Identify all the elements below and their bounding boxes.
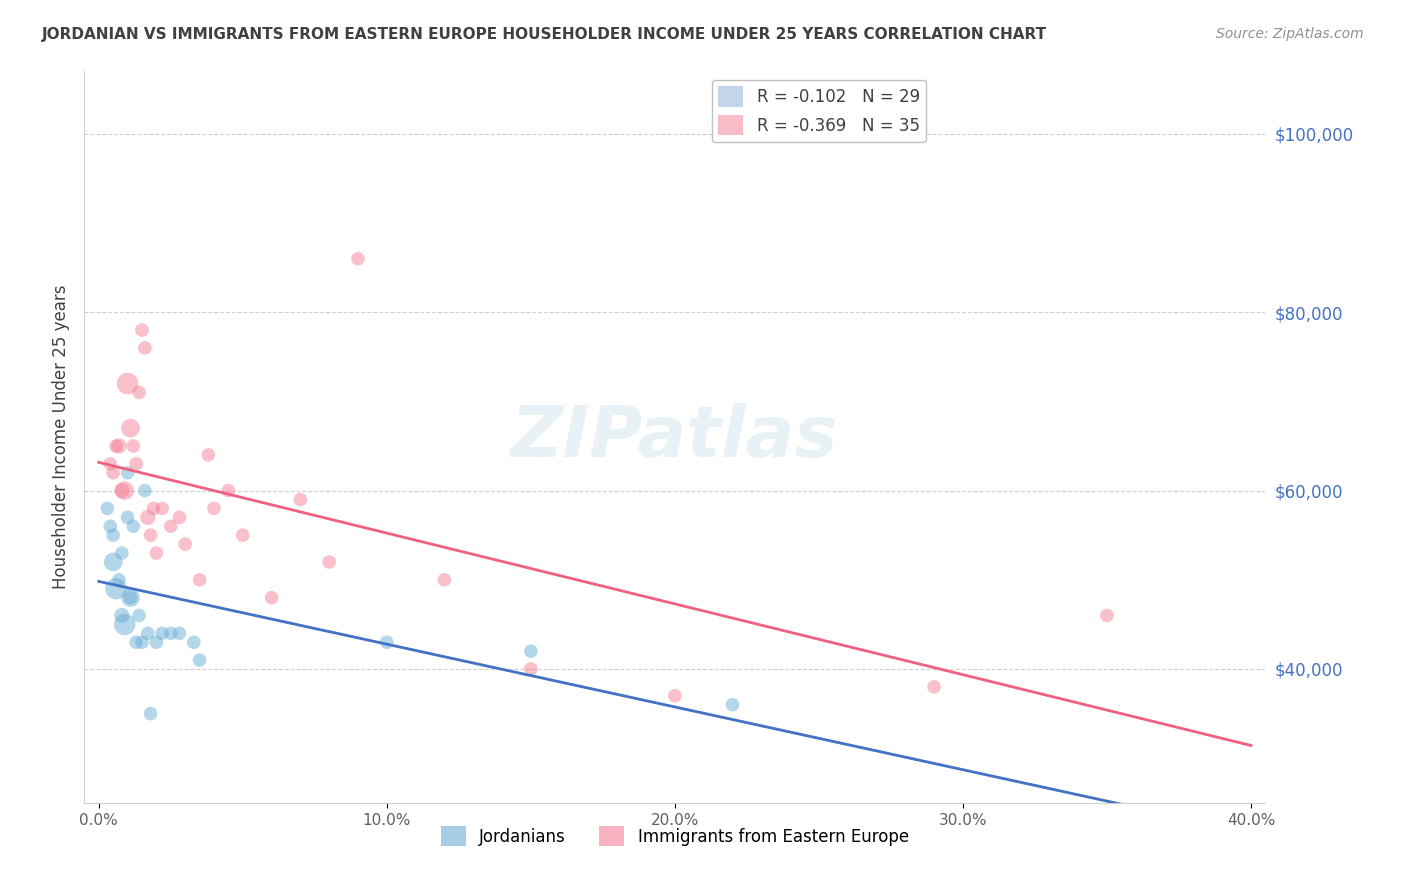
- Point: [125, 635, 148, 649]
- Point: [145, 546, 167, 560]
- Point: [101, 555, 124, 569]
- Point: [98, 519, 121, 533]
- Point: [111, 546, 134, 560]
- Point: [122, 439, 145, 453]
- Point: [111, 483, 134, 498]
- Point: [290, 492, 312, 507]
- Point: [128, 385, 150, 400]
- Point: [108, 573, 131, 587]
- Point: [128, 608, 150, 623]
- Point: [188, 653, 211, 667]
- Point: [217, 483, 239, 498]
- Text: ZIPatlas: ZIPatlas: [512, 402, 838, 472]
- Point: [136, 626, 159, 640]
- Point: [120, 421, 142, 435]
- Point: [131, 323, 153, 337]
- Point: [122, 519, 145, 533]
- Point: [142, 501, 165, 516]
- Point: [520, 662, 543, 676]
- Point: [375, 635, 398, 649]
- Legend: Jordanians, Immigrants from Eastern Europe: Jordanians, Immigrants from Eastern Euro…: [434, 820, 915, 853]
- Point: [117, 510, 139, 524]
- Point: [105, 582, 128, 596]
- Point: [169, 626, 191, 640]
- Point: [114, 483, 136, 498]
- Point: [134, 483, 156, 498]
- Point: [347, 252, 370, 266]
- Point: [120, 591, 142, 605]
- Point: [159, 519, 181, 533]
- Point: [120, 591, 142, 605]
- Point: [145, 635, 167, 649]
- Point: [117, 376, 139, 391]
- Point: [922, 680, 945, 694]
- Point: [150, 626, 173, 640]
- Point: [318, 555, 340, 569]
- Point: [433, 573, 456, 587]
- Point: [96, 501, 118, 516]
- Point: [664, 689, 686, 703]
- Point: [197, 448, 219, 462]
- Text: JORDANIAN VS IMMIGRANTS FROM EASTERN EUROPE HOUSEHOLDER INCOME UNDER 25 YEARS CO: JORDANIAN VS IMMIGRANTS FROM EASTERN EUR…: [42, 27, 1047, 42]
- Text: Source: ZipAtlas.com: Source: ZipAtlas.com: [1216, 27, 1364, 41]
- Point: [169, 510, 191, 524]
- Y-axis label: Householder Income Under 25 years: Householder Income Under 25 years: [52, 285, 70, 590]
- Point: [188, 573, 211, 587]
- Point: [174, 537, 197, 551]
- Point: [1095, 608, 1118, 623]
- Point: [159, 626, 181, 640]
- Point: [520, 644, 543, 658]
- Point: [101, 466, 124, 480]
- Point: [131, 635, 153, 649]
- Point: [260, 591, 283, 605]
- Point: [101, 528, 124, 542]
- Point: [125, 457, 148, 471]
- Point: [98, 457, 121, 471]
- Point: [139, 528, 162, 542]
- Point: [202, 501, 225, 516]
- Point: [134, 341, 156, 355]
- Point: [136, 510, 159, 524]
- Point: [117, 466, 139, 480]
- Point: [105, 439, 128, 453]
- Point: [150, 501, 173, 516]
- Point: [721, 698, 744, 712]
- Point: [183, 635, 205, 649]
- Point: [111, 608, 134, 623]
- Point: [139, 706, 162, 721]
- Point: [232, 528, 254, 542]
- Point: [114, 617, 136, 632]
- Point: [108, 439, 131, 453]
